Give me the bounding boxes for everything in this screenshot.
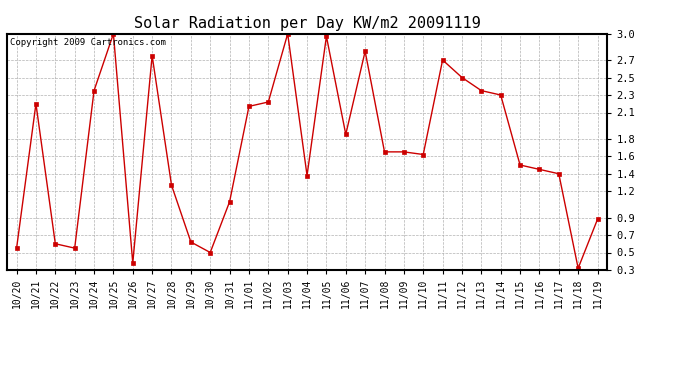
Title: Solar Radiation per Day KW/m2 20091119: Solar Radiation per Day KW/m2 20091119 <box>134 16 480 31</box>
Text: Copyright 2009 Cartronics.com: Copyright 2009 Cartronics.com <box>10 39 166 48</box>
